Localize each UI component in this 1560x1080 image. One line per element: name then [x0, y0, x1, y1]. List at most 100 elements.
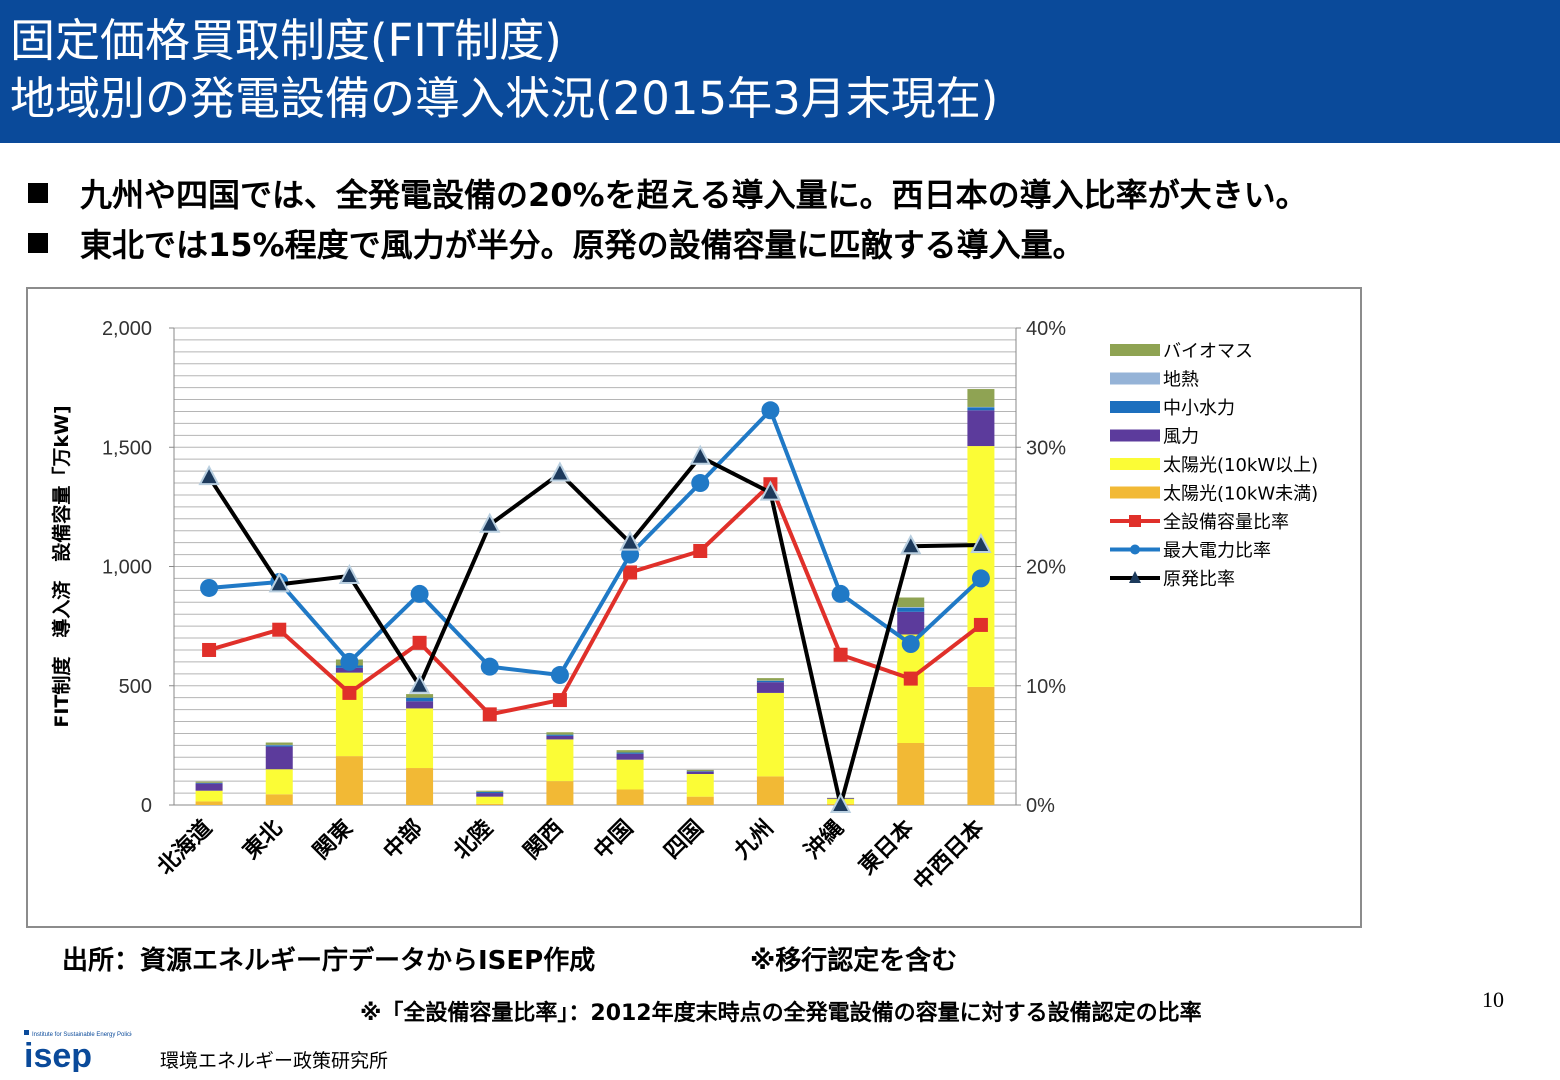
marker-triangle	[408, 673, 431, 694]
marker-square	[693, 543, 708, 558]
legend-label: バイオマス	[1163, 341, 1253, 362]
legend-marker	[1129, 515, 1141, 527]
y-tick-label: 2,000	[102, 318, 152, 340]
y-tick-label: 500	[119, 676, 152, 698]
bar-中小水力	[406, 697, 434, 702]
organization-name: 環境エネルギー政策研究所	[160, 1050, 389, 1072]
y-axis-label: FIT制度 導入済 設備容量「万kW]	[50, 405, 73, 727]
marker-square	[973, 617, 988, 632]
bullet-2-text: 東北では15%程度で風力が半分。原発の設備容量に匹敵する導入量。	[80, 226, 1085, 264]
marker-circle	[340, 652, 359, 671]
marker-triangle	[689, 444, 711, 465]
x-tick-label: 北海道	[152, 815, 217, 880]
x-tick-label: 中西日本	[909, 816, 989, 896]
title-line-1: 固定価格買取制度(FIT制度)	[10, 14, 562, 67]
title-bar: 固定価格買取制度(FIT制度) 地域別の発電設備の導入状況(2015年3月末現在…	[0, 0, 1560, 143]
marker-circle	[550, 666, 569, 685]
legend-swatch	[1110, 401, 1160, 413]
grid-lines	[174, 327, 1016, 806]
source-note: 出所：資源エネルギー庁データからISEP作成	[62, 946, 596, 976]
marker-triangle	[970, 532, 992, 554]
bar-太陽光(10kW未満)	[686, 796, 714, 805]
page-number: 10	[1482, 987, 1504, 1012]
line-最大電力比率	[208, 408, 983, 678]
line-原発比率	[207, 454, 981, 807]
bar-太陽光(10kW未満)	[616, 789, 644, 805]
marker-triangle	[829, 792, 852, 813]
y2-tick-label: 20%	[1026, 557, 1066, 579]
bar-中小水力	[616, 752, 644, 754]
bar-風力	[406, 701, 434, 709]
marker-triangle	[900, 534, 922, 555]
svg-text:Institute for Sustainable Ener: Institute for Sustainable Energy Policie…	[32, 1032, 132, 1038]
marker-square	[623, 565, 638, 580]
marker-square	[202, 642, 217, 657]
bar-太陽光(10kW以上)	[546, 739, 574, 782]
bar-中小水力	[265, 745, 293, 747]
marker-square	[482, 707, 497, 722]
bar-風力	[546, 735, 574, 740]
legend-label: 太陽光(10kW以上)	[1163, 455, 1318, 476]
bar-太陽光(10kW未満)	[476, 803, 504, 805]
bar-中小水力	[897, 607, 925, 612]
legend-label: 原発比率	[1163, 569, 1235, 590]
marker-circle	[761, 401, 780, 420]
marker-circle	[831, 584, 850, 603]
bullet-1: 九州や四国では、全発電設備の20%を超える導入量に。西日本の導入比率が大きい。	[28, 170, 1308, 216]
bullet-2: 東北では15%程度で風力が半分。原発の設備容量に匹敵する導入量。	[28, 220, 1085, 266]
bar-風力	[756, 682, 784, 693]
marker-square	[412, 635, 427, 650]
bar-バイオマス	[406, 694, 434, 698]
bar-バイオマス	[756, 678, 784, 681]
svg-text:isep: isep	[24, 1037, 92, 1072]
bar-風力	[476, 793, 504, 797]
bar-バイオマス	[195, 781, 223, 783]
marker-square	[552, 693, 567, 708]
marker-circle	[410, 584, 429, 603]
bar-太陽光(10kW未満)	[265, 794, 293, 805]
bullet-square-icon	[28, 183, 48, 203]
y-tick-label: 0	[141, 795, 152, 817]
marker-triangle	[479, 512, 501, 533]
isep-logo: Institute for Sustainable Energy Policie…	[24, 1030, 132, 1072]
marker-square	[903, 671, 918, 686]
legend-swatch	[1110, 486, 1160, 499]
bar-太陽光(10kW以上)	[967, 446, 995, 687]
y-tick-label: 1,000	[102, 557, 152, 579]
bar-バイオマス	[476, 790, 504, 792]
series-原発比率	[198, 444, 992, 813]
y2-tick-label: 0%	[1026, 795, 1055, 817]
legend-marker	[1130, 544, 1140, 555]
x-tick-label: 関東	[309, 816, 358, 865]
bar-バイオマス	[265, 742, 293, 745]
bullet-1-text: 九州や四国では、全発電設備の20%を超える導入量に。西日本の導入比率が大きい。	[80, 176, 1308, 214]
y2-tick-label: 10%	[1026, 676, 1066, 698]
marker-square	[833, 647, 848, 662]
bar-太陽光(10kW以上)	[756, 692, 784, 777]
marker-triangle	[268, 572, 290, 593]
legend-swatch	[1110, 429, 1160, 442]
bar-バイオマス	[897, 597, 925, 608]
legend-swatch	[1110, 458, 1160, 470]
legend-swatch	[1110, 372, 1160, 385]
bar-バイオマス	[967, 389, 995, 407]
marker-triangle	[619, 530, 641, 551]
legend-label: 地熱	[1163, 370, 1199, 391]
x-tick-label: 中部	[378, 815, 428, 865]
x-tick-label: 関西	[519, 816, 568, 865]
legend-label: 太陽光(10kW未満)	[1163, 484, 1318, 505]
marker-circle	[480, 657, 499, 676]
bar-中小水力	[756, 680, 784, 683]
transition-note: ※移行認定を含む	[750, 946, 958, 976]
marker-circle	[691, 474, 710, 493]
bar-太陽光(10kW以上)	[616, 759, 644, 790]
series-全設備容量比率	[202, 477, 988, 722]
bar-風力	[686, 771, 714, 774]
x-tick-label: 九州	[729, 816, 779, 866]
bar-太陽光(10kW以上)	[476, 796, 504, 804]
marker-circle	[200, 578, 219, 597]
x-tick-label: 東北	[239, 816, 288, 865]
bar-太陽光(10kW未満)	[546, 781, 574, 805]
legend-label: 中小水力	[1163, 398, 1235, 419]
